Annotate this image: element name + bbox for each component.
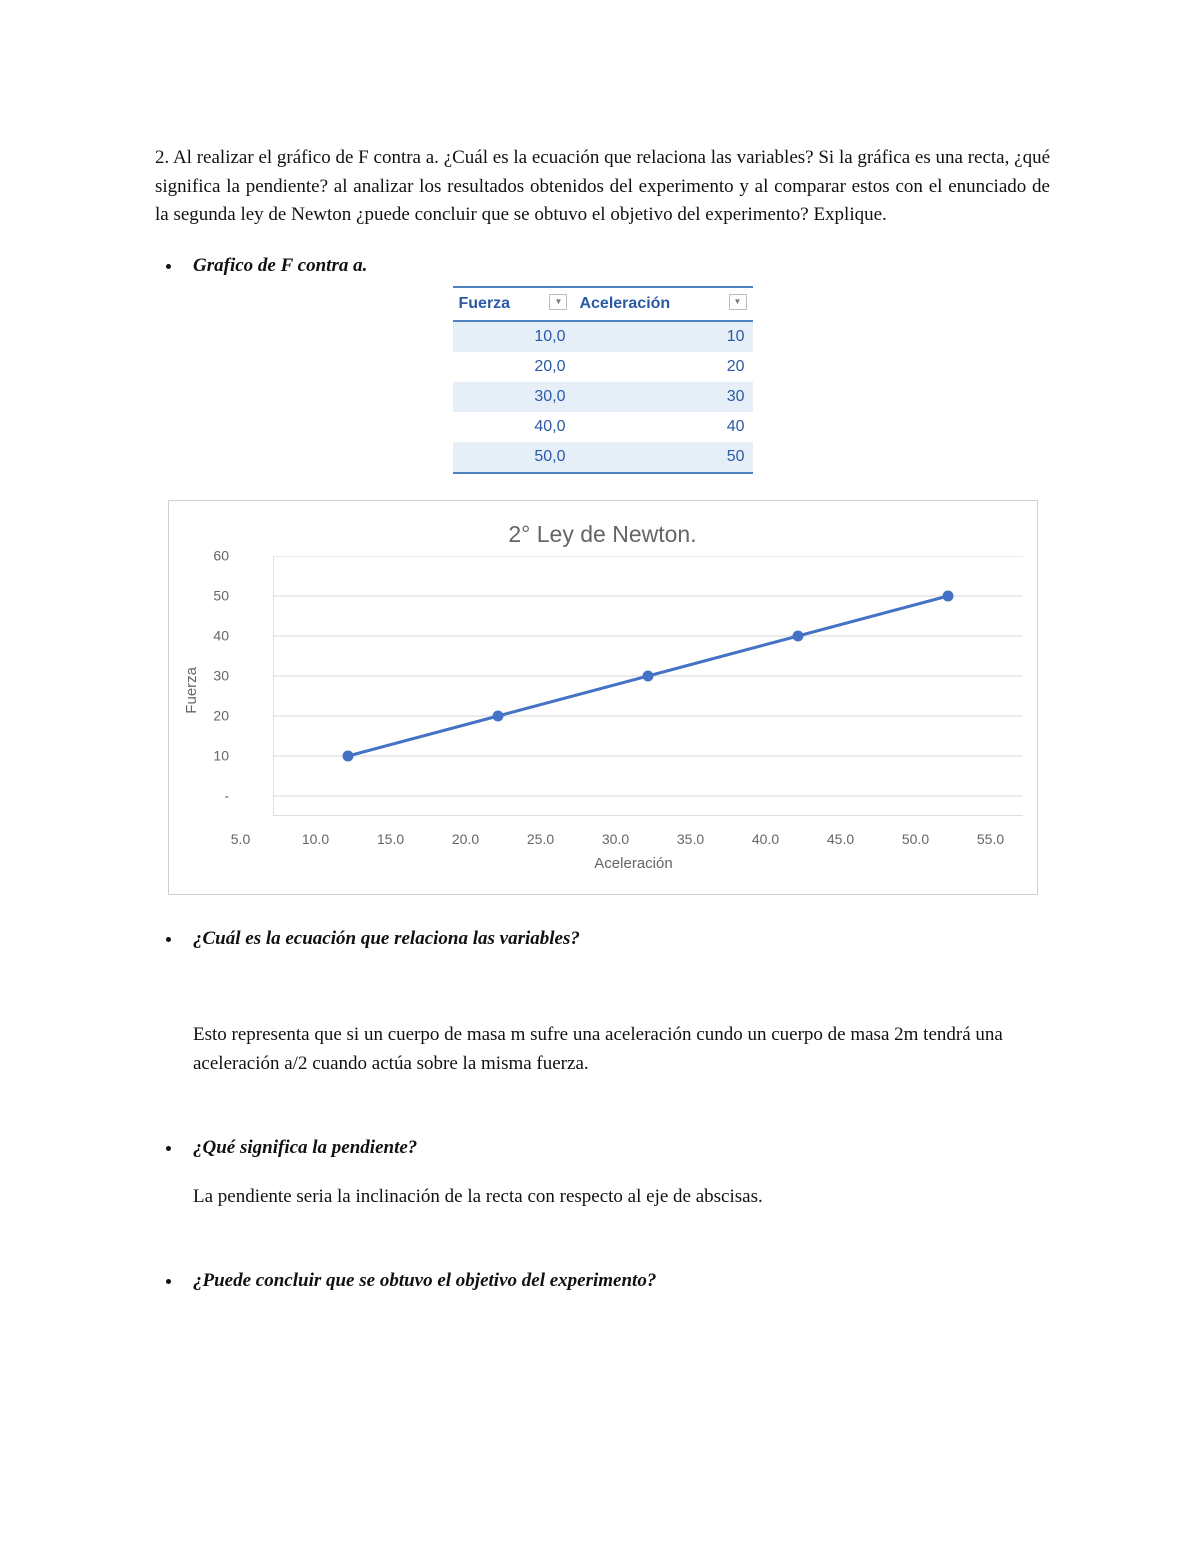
chart-svg	[273, 556, 1023, 816]
q2-text: ¿Qué significa la pendiente?	[193, 1137, 417, 1158]
x-tick-label: 55.0	[977, 829, 1004, 850]
col-header-fuerza-text: Fuerza	[459, 295, 511, 312]
table-row: 30,030	[453, 382, 753, 412]
fuerza-aceleracion-table: Fuerza ▼ Aceleración ▼ 10,01020,02030,03…	[453, 288, 753, 472]
table-cell: 30,0	[453, 382, 574, 412]
table-cell: 40,0	[453, 412, 574, 442]
y-tick-label: 10	[213, 745, 229, 766]
col-header-aceleracion: Aceleración ▼	[573, 288, 752, 321]
document-page: 2. Al realizar el gráfico de F contra a.…	[0, 0, 1200, 1553]
chart-container: 2° Ley de Newton. Fuerza -102030405060 5…	[168, 500, 1038, 895]
col-header-fuerza: Fuerza ▼	[453, 288, 574, 321]
a2-text: La pendiente seria la inclinación de la …	[193, 1183, 1050, 1212]
x-tick-label: 20.0	[452, 829, 479, 850]
chart-plot-area: -102030405060	[273, 556, 1023, 826]
filter-dropdown-icon[interactable]: ▼	[729, 294, 747, 310]
a1-text: Esto representa que si un cuerpo de masa…	[193, 1021, 1050, 1078]
table-cell: 40	[573, 412, 752, 442]
table-row: 40,040	[453, 412, 753, 442]
q3-text: ¿Puede concluir que se obtuvo el objetiv…	[193, 1270, 656, 1291]
table-cell: 50,0	[453, 442, 574, 472]
x-tick-label: 15.0	[377, 829, 404, 850]
col-header-aceleracion-text: Aceleración	[579, 295, 670, 312]
table-row: 10,010	[453, 321, 753, 352]
x-tick-label: 45.0	[827, 829, 854, 850]
x-tick-label: 10.0	[302, 829, 329, 850]
qa-list: ¿Cuál es la ecuación que relaciona las v…	[183, 925, 1050, 1296]
y-tick-label: -	[224, 785, 229, 806]
y-tick-label: 40	[213, 625, 229, 646]
x-tick-label: 25.0	[527, 829, 554, 850]
x-tick-label: 30.0	[602, 829, 629, 850]
table-row: 50,050	[453, 442, 753, 472]
q2-item: ¿Qué significa la pendiente? La pendient…	[183, 1134, 1050, 1261]
table-cell: 20	[573, 352, 752, 382]
bullet-list: Grafico de F contra a.	[183, 252, 1050, 281]
q1-text: ¿Cuál es la ecuación que relaciona las v…	[193, 928, 580, 949]
chart-ylabel: Fuerza	[179, 667, 212, 714]
table-cell: 10,0	[453, 321, 574, 352]
y-tick-label: 30	[213, 665, 229, 686]
x-tick-label: 50.0	[902, 829, 929, 850]
question-intro: 2. Al realizar el gráfico de F contra a.…	[155, 144, 1050, 230]
table-cell: 10	[573, 321, 752, 352]
table-body: 10,01020,02030,03040,04050,050	[453, 321, 753, 472]
bullet-chart-title-text: Grafico de F contra a.	[193, 255, 367, 276]
q3-item: ¿Puede concluir que se obtuvo el objetiv…	[183, 1267, 1050, 1296]
x-tick-label: 40.0	[752, 829, 779, 850]
data-table: Fuerza ▼ Aceleración ▼ 10,01020,02030,03…	[453, 286, 753, 474]
y-tick-label: 50	[213, 585, 229, 606]
chart-title: 2° Ley de Newton.	[179, 517, 1027, 552]
x-tick-label: 5.0	[231, 829, 250, 850]
table-cell: 30	[573, 382, 752, 412]
x-tick-label: 35.0	[677, 829, 704, 850]
bullet-chart-title: Grafico de F contra a.	[183, 252, 1050, 281]
chart-xlabel: Aceleración	[241, 853, 1027, 876]
q1-item: ¿Cuál es la ecuación que relaciona las v…	[183, 925, 1050, 1129]
table-cell: 50	[573, 442, 752, 472]
y-tick-label: 20	[213, 705, 229, 726]
filter-dropdown-icon[interactable]: ▼	[549, 294, 567, 310]
y-tick-label: 60	[213, 545, 229, 566]
table-row: 20,020	[453, 352, 753, 382]
chart-x-ticks: 5.010.015.020.025.030.035.040.045.050.05…	[241, 829, 991, 847]
table-cell: 20,0	[453, 352, 574, 382]
